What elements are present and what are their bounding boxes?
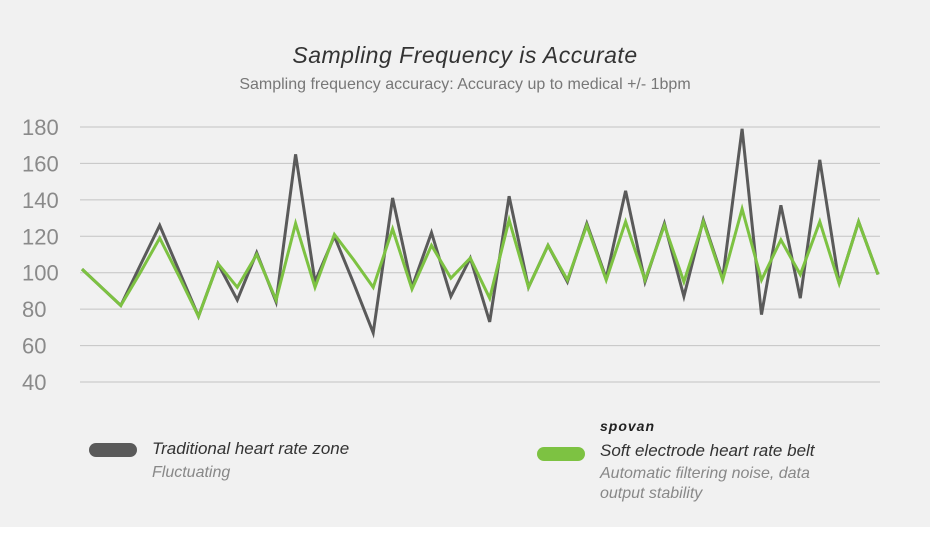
gridlines	[80, 126, 880, 383]
legend-swatch-traditional	[89, 443, 137, 457]
y-tick-label-160: 160	[22, 151, 59, 176]
legend-desc-soft-electrode-line1: Automatic filtering noise, data	[600, 465, 810, 482]
legend-label-traditional: Traditional heart rate zone	[152, 439, 350, 458]
legend-swatch-soft-electrode	[537, 447, 585, 461]
legend-desc-soft-electrode-line2: output stability	[600, 485, 703, 502]
chart-subtitle: Sampling frequency accuracy: Accuracy up…	[239, 76, 691, 93]
y-tick-label-80: 80	[22, 297, 46, 322]
brand-logo: spovan	[600, 418, 656, 434]
series-lines	[80, 128, 880, 339]
y-tick-label-120: 120	[22, 224, 59, 249]
legend-label-soft-electrode: Soft electrode heart rate belt	[600, 441, 815, 460]
y-tick-label-180: 180	[22, 115, 59, 140]
series-line-soft-electrode	[80, 203, 880, 321]
y-tick-label-100: 100	[22, 261, 59, 286]
y-tick-label-40: 40	[22, 370, 46, 395]
y-tick-label-60: 60	[22, 334, 46, 359]
y-tick-label-140: 140	[22, 188, 59, 213]
series-line-traditional	[80, 128, 880, 339]
chart-title: Sampling Frequency is Accurate	[292, 42, 638, 68]
y-tick-labels: 180 160 140 120 100 80 60 40	[22, 115, 59, 395]
legend-desc-traditional: Fluctuating	[152, 464, 231, 481]
